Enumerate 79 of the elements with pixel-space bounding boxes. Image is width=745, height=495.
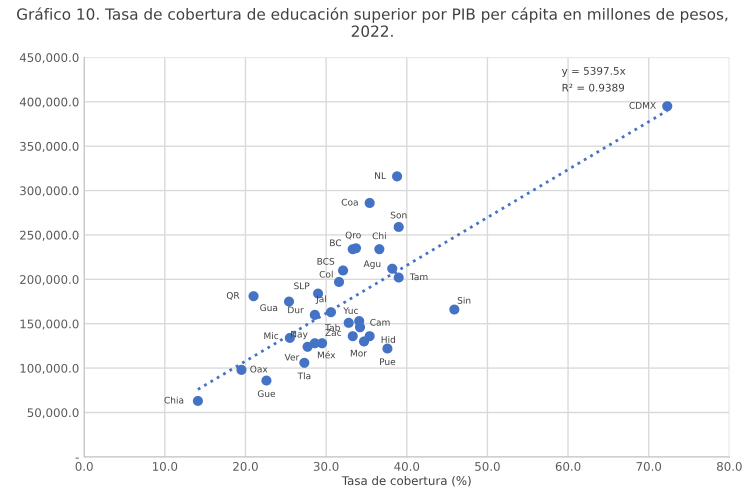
x-tick-label: 70.0: [636, 462, 662, 471]
point: [392, 171, 402, 182]
annotation: Oax: [250, 366, 268, 373]
annotation: Qro: [346, 232, 361, 240]
y-tick-label: 100,000.0: [20, 364, 79, 374]
annotation: BCS: [318, 258, 334, 265]
annotation: Mor: [350, 350, 367, 357]
annotation: Cam: [370, 318, 390, 326]
point: [284, 296, 294, 307]
point: [394, 222, 404, 232]
y-tick-label: 50,000.0: [28, 408, 79, 418]
x-tick-label: 0.0: [76, 462, 93, 471]
annotation: Méx: [318, 351, 336, 358]
point: [299, 358, 310, 368]
point: [261, 375, 272, 386]
point: [364, 198, 375, 208]
point: [374, 244, 384, 254]
annotation: Tab: [325, 324, 340, 332]
y-tick-label: 300,000.0: [20, 186, 79, 196]
annotation: CDMX: [629, 102, 656, 109]
x-axis-title: Tasa de cobertura (%): [342, 476, 471, 486]
point: [662, 101, 672, 112]
point: [338, 265, 348, 276]
point: [236, 364, 247, 375]
annotation: Chia: [164, 396, 184, 404]
annotation: Sin: [458, 296, 470, 304]
point: [334, 276, 344, 288]
annotation: QR: [226, 292, 240, 300]
y-tick-label: 250,000.0: [20, 230, 79, 241]
point: [326, 307, 336, 318]
x-tick-label: 40.0: [394, 462, 420, 471]
annotation: Yuc: [343, 307, 358, 314]
point: [387, 264, 398, 274]
point: [358, 336, 370, 347]
y-tick-label: 450,000.0: [20, 53, 79, 64]
y-tick-label: -: [76, 458, 79, 459]
x-tick-label: 30.0: [314, 462, 338, 471]
point: [317, 338, 328, 348]
annotation: Dur: [288, 306, 304, 314]
annotation: Col: [320, 270, 333, 278]
x-tick-label: 80.0: [717, 462, 742, 471]
point: [449, 304, 460, 315]
annotation: Mic: [264, 332, 278, 340]
annotation: Gue: [258, 390, 276, 398]
point: [382, 344, 392, 354]
point: [348, 331, 358, 342]
annotation: Ver: [284, 354, 300, 361]
y-tick-label: 400,000.0: [20, 98, 79, 108]
point: [344, 318, 354, 328]
annotation: Hid: [382, 336, 395, 343]
y-tick-label: 350,000.0: [20, 142, 79, 152]
point: [394, 272, 404, 283]
annotation: BC: [330, 239, 342, 246]
annotation: R² = 0.9389: [562, 84, 624, 92]
y-tick-label: 200,000.0: [20, 275, 79, 286]
annotation: Jal: [316, 295, 326, 304]
x-tick-label: 10.0: [152, 462, 178, 471]
annotation: Chi: [372, 232, 386, 240]
annotation: Coa: [342, 198, 358, 206]
x-tick-label: 20.0: [233, 462, 258, 471]
point: [302, 342, 313, 352]
point: [192, 396, 203, 406]
annotation: SLP: [294, 282, 310, 290]
point: [354, 322, 366, 332]
point: [310, 310, 320, 320]
annotation: Pue: [380, 358, 396, 366]
chart-title: Gráfico 10. Tasa de cobertura de educación superior por PIB per cápita en millones de pesos, 2022.: [17, 7, 728, 37]
x-tick-label: 60.0: [556, 462, 580, 471]
y-tick-label: 150,000.0: [20, 319, 79, 330]
annotation: Zac: [325, 329, 342, 336]
point: [248, 291, 259, 302]
annotation: Gua: [260, 304, 278, 312]
annotation: Tam: [410, 273, 428, 280]
annotation: y = 5397.5x: [562, 66, 626, 77]
annotation: NL: [375, 172, 386, 179]
annotation: Son: [390, 212, 406, 218]
annotation: Tla: [298, 372, 310, 380]
x-tick-label: 50.0: [475, 462, 500, 471]
annotation: Agu: [364, 260, 380, 269]
